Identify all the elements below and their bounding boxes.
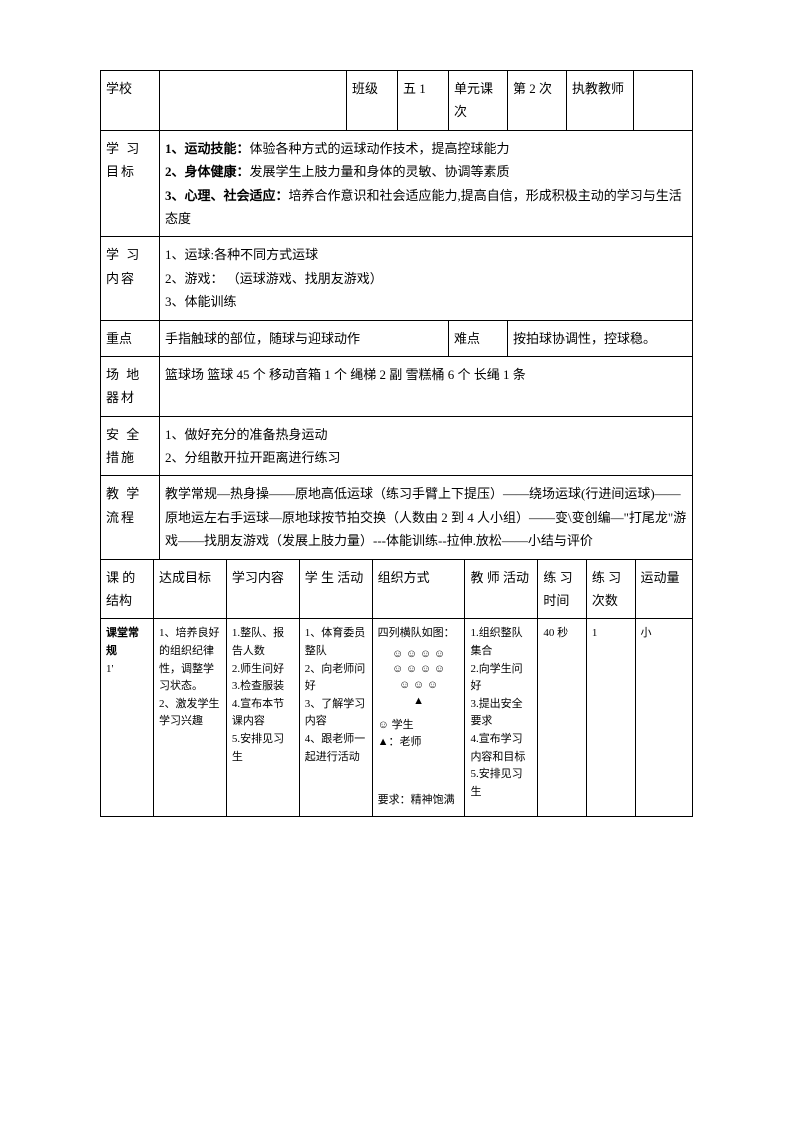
row-time: 40 秒 bbox=[538, 619, 587, 816]
school-label: 学校 bbox=[101, 71, 160, 131]
structure-table: 课 的结构 达成目标 学习内容 学 生 活动 组织方式 教 师 活动 练 习时间… bbox=[100, 559, 693, 817]
content-value: 1、运球:各种不同方式运球 2、游戏： （运球游戏、找朋友游戏） 3、体能训练 bbox=[160, 237, 693, 320]
th-time: 练 习时间 bbox=[538, 559, 587, 619]
row-structure: 课堂常规 1' bbox=[101, 619, 154, 816]
row-load: 小 bbox=[635, 619, 692, 816]
th-teacher: 教 师 活动 bbox=[465, 559, 538, 619]
row-structure-title: 课堂常规 bbox=[106, 627, 139, 657]
key-label: 重点 bbox=[101, 320, 160, 356]
th-load: 运动量 bbox=[635, 559, 692, 619]
teacher-marker: ▲ bbox=[378, 693, 460, 711]
th-student: 学 生 活动 bbox=[299, 559, 372, 619]
difficulty-label: 难点 bbox=[449, 320, 508, 356]
row-teacher: 1.组织整队集合 2.向学生问好 3.提出安全要求 4.宣布学习内容和目标 5.… bbox=[465, 619, 538, 816]
goal-1-title: 1、运动技能： bbox=[165, 141, 250, 156]
goal-3-title: 3、心理、社会适应： bbox=[165, 188, 289, 203]
goal-2-title: 2、身体健康： bbox=[165, 164, 250, 179]
org-req: 要求：精神饱满 bbox=[378, 792, 460, 810]
goal-2-text: 发展学生上肢力量和身体的灵敏、协调等素质 bbox=[250, 164, 510, 179]
formation-icon: ☺ ☺ ☺ ☺ ☺ ☺ ☺ ☺ ☺ ☺ ☺ bbox=[378, 647, 460, 693]
th-org: 组织方式 bbox=[372, 559, 465, 619]
legend-student: ☺ 学生 bbox=[378, 719, 414, 731]
safety-2: 2、分组散开拉开距离进行练习 bbox=[165, 450, 341, 465]
safety-label: 安 全措施 bbox=[101, 416, 160, 476]
org-intro: 四列横队如图： bbox=[378, 627, 455, 639]
th-reps: 练 习次数 bbox=[586, 559, 635, 619]
goals-content: 1、运动技能：体验各种方式的运球动作技术，提高控球能力 2、身体健康：发展学生上… bbox=[160, 130, 693, 237]
times-label: 第 2 次 bbox=[508, 71, 567, 131]
row-goal: 1、培养良好的组织纪律性，调整学习状态。 2、激发学生学习兴趣 bbox=[154, 619, 227, 816]
legend-teacher: ▲：老师 bbox=[378, 736, 422, 748]
content-3: 3、体能训练 bbox=[165, 294, 237, 309]
school-value bbox=[160, 71, 347, 131]
flow-value: 教学常规—热身操——原地高低运球（练习手臂上下提压）——绕场运球(行进间运球)—… bbox=[160, 476, 693, 559]
goals-label: 学 习目标 bbox=[101, 130, 160, 237]
unit-label: 单元课次 bbox=[449, 71, 508, 131]
class-value: 五 1 bbox=[398, 71, 449, 131]
lesson-plan-table: 学校 班级 五 1 单元课次 第 2 次 执教教师 学 习目标 1、运动技能：体… bbox=[100, 70, 693, 560]
row-content: 1.整队、报告人数 2.师生问好 3.检查服装 4.宣布本节课内容 5.安排见习… bbox=[226, 619, 299, 816]
equipment-value: 篮球场 篮球 45 个 移动音箱 1 个 绳梯 2 副 雪糕桶 6 个 长绳 1… bbox=[160, 356, 693, 416]
safety-1: 1、做好充分的准备热身运动 bbox=[165, 427, 328, 442]
th-goal: 达成目标 bbox=[154, 559, 227, 619]
class-label: 班级 bbox=[347, 71, 398, 131]
equipment-label: 场 地器材 bbox=[101, 356, 160, 416]
teacher-value bbox=[634, 71, 693, 131]
content-1: 1、运球:各种不同方式运球 bbox=[165, 247, 318, 262]
difficulty-value: 按拍球协调性，控球稳。 bbox=[508, 320, 693, 356]
row-structure-time: 1' bbox=[106, 663, 113, 675]
th-structure: 课 的结构 bbox=[101, 559, 154, 619]
row-reps: 1 bbox=[586, 619, 635, 816]
content-2: 2、游戏： （运球游戏、找朋友游戏） bbox=[165, 271, 383, 286]
teacher-label: 执教教师 bbox=[567, 71, 634, 131]
content-label: 学 习内容 bbox=[101, 237, 160, 320]
goal-1-text: 体验各种方式的运球动作技术，提高控球能力 bbox=[250, 141, 510, 156]
row-org: 四列横队如图： ☺ ☺ ☺ ☺ ☺ ☺ ☺ ☺ ☺ ☺ ☺ ▲ ☺ 学生 ▲：老师… bbox=[372, 619, 465, 816]
flow-label: 教 学流程 bbox=[101, 476, 160, 559]
safety-value: 1、做好充分的准备热身运动 2、分组散开拉开距离进行练习 bbox=[160, 416, 693, 476]
th-content: 学习内容 bbox=[226, 559, 299, 619]
row-student: 1、体育委员整队 2、向老师问好 3、了解学习内容 4、跟老师一起进行活动 bbox=[299, 619, 372, 816]
key-value: 手指触球的部位，随球与迎球动作 bbox=[160, 320, 449, 356]
